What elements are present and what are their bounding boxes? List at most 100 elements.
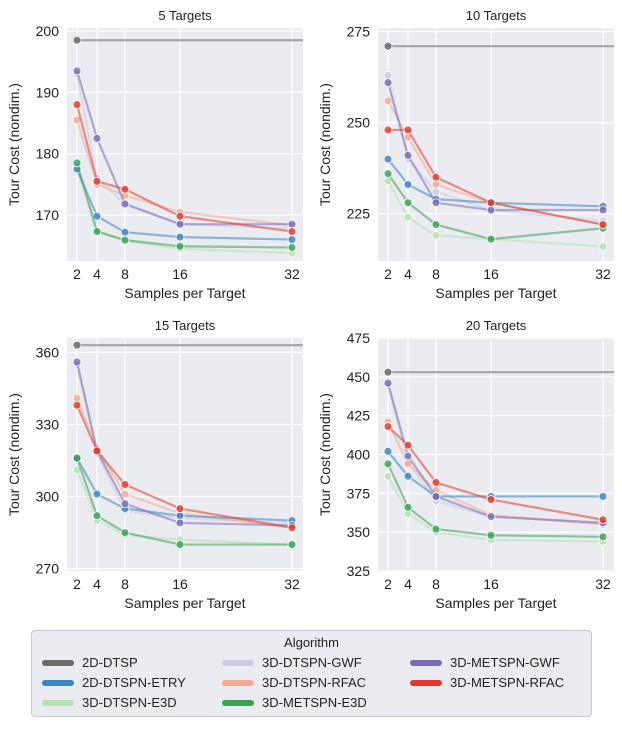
legend-swatch (222, 699, 254, 706)
data-point (383, 125, 393, 135)
data-point (120, 184, 130, 194)
data-point (287, 243, 297, 252)
data-point (287, 523, 297, 533)
x-tick-label: 2 (73, 266, 81, 282)
series-3d-metspn-rfac (383, 125, 608, 229)
data-point (403, 180, 413, 189)
data-point (598, 532, 608, 542)
data-point (72, 158, 82, 168)
data-point (383, 471, 393, 481)
y-tick-label: 270 (36, 561, 60, 577)
data-point (383, 446, 393, 456)
x-tick-label: 2 (384, 576, 392, 592)
data-point (403, 198, 413, 208)
legend-swatch (42, 679, 74, 686)
data-point (431, 524, 441, 534)
y-tick-label: 375 (347, 485, 371, 501)
data-point (175, 511, 185, 521)
data-point (403, 212, 413, 222)
x-tick-label: 16 (483, 266, 499, 282)
x-tick-label: 2 (384, 266, 392, 282)
data-point (431, 198, 441, 208)
data-point (92, 227, 102, 236)
y-axis-label: Tour Cost (nondim.) (6, 83, 22, 206)
data-point (598, 242, 608, 251)
data-point (120, 235, 130, 245)
y-tick-label: 400 (347, 447, 371, 463)
y-tick-label: 330 (36, 416, 60, 432)
data-point (598, 492, 608, 501)
chart-title: 10 Targets (466, 8, 527, 23)
data-point (431, 220, 441, 229)
chart-panel-1: 170 180 190 200 2 4 8 16 32 5 Targets Samples per … (6, 8, 303, 301)
data-point (383, 378, 393, 388)
chart-panel-2: 225 250 275 2 4 8 16 32 10 Targets Samples per Ta… (317, 8, 614, 301)
x-tick-label: 8 (121, 576, 129, 592)
y-tick-label: 360 (36, 344, 60, 360)
series-3d-metspn-e3d (72, 453, 297, 549)
data-point (72, 400, 82, 410)
data-point (72, 100, 82, 110)
legend-swatch (410, 659, 442, 666)
series-3d-metspn-gwf (72, 66, 297, 229)
x-tick-label: 16 (172, 266, 188, 282)
data-point (383, 367, 393, 377)
series-3d-metspn-e3d (72, 158, 297, 252)
x-tick-label: 4 (93, 266, 101, 282)
legend-swatch (42, 659, 74, 666)
plot-area (67, 28, 303, 261)
y-axis-label: Tour Cost (nondim.) (317, 393, 333, 516)
series-3d-metspn-rfac (72, 100, 297, 236)
legend-label: 3D-METSPN-RFAC (450, 675, 565, 690)
data-point (92, 489, 102, 499)
data-point (431, 231, 441, 240)
legend-item-3d-dtspn-rfac: 3D-DTSPN-RFAC (222, 675, 366, 690)
data-point (403, 471, 413, 481)
legend-swatch (222, 659, 254, 666)
y-tick-label: 450 (347, 369, 371, 385)
data-point (92, 511, 102, 521)
data-point (383, 41, 393, 51)
legend-swatch (222, 679, 254, 686)
legend-label: 3D-METSPN-E3D (262, 695, 367, 710)
series-3d-metspn-rfac (72, 400, 297, 533)
data-point (175, 232, 185, 242)
data-point (431, 187, 441, 197)
data-point (486, 198, 496, 208)
x-tick-label: 32 (284, 266, 300, 282)
data-point (383, 459, 393, 469)
x-tick-label: 2 (73, 576, 81, 592)
y-tick-label: 325 (347, 563, 371, 579)
data-point (175, 241, 185, 251)
data-point (92, 446, 102, 456)
plot-area (67, 338, 303, 571)
series-3d-metspn-rfac (383, 422, 608, 525)
data-point (403, 502, 413, 512)
y-tick-label: 225 (347, 206, 371, 222)
legend-label: 2D-DTSP (82, 655, 138, 670)
chart-title: 15 Targets (155, 318, 216, 333)
data-point (287, 227, 297, 236)
legend-item-3d-dtspn-e3d: 3D-DTSPN-E3D (42, 695, 177, 710)
data-point (383, 154, 393, 164)
data-point (72, 340, 82, 350)
data-point (486, 530, 496, 540)
data-point (92, 176, 102, 186)
legend-label: 3D-DTSPN-GWF (262, 655, 362, 670)
data-point (598, 220, 608, 229)
legend-item-3d-metspn-e3d: 3D-METSPN-E3D (222, 695, 367, 710)
legend-item-3d-metspn-rfac: 3D-METSPN-RFAC (410, 675, 564, 690)
data-point (287, 540, 297, 549)
x-tick-label: 4 (404, 266, 412, 282)
data-point (72, 357, 82, 367)
legend-label: 2D-DTSPN-ETRY (82, 675, 186, 690)
legend-title: Algorithm (284, 635, 339, 650)
legend-item-3d-metspn-gwf: 3D-METSPN-GWF (410, 655, 560, 670)
data-point (383, 78, 393, 88)
x-tick-label: 8 (432, 266, 440, 282)
chart-panel-4: 325 350 375 400 425 450 475 2 4 8 16 32 20 Targets Sa… (317, 318, 614, 611)
y-tick-label: 425 (347, 408, 371, 424)
data-point (383, 96, 393, 106)
data-point (431, 172, 441, 182)
